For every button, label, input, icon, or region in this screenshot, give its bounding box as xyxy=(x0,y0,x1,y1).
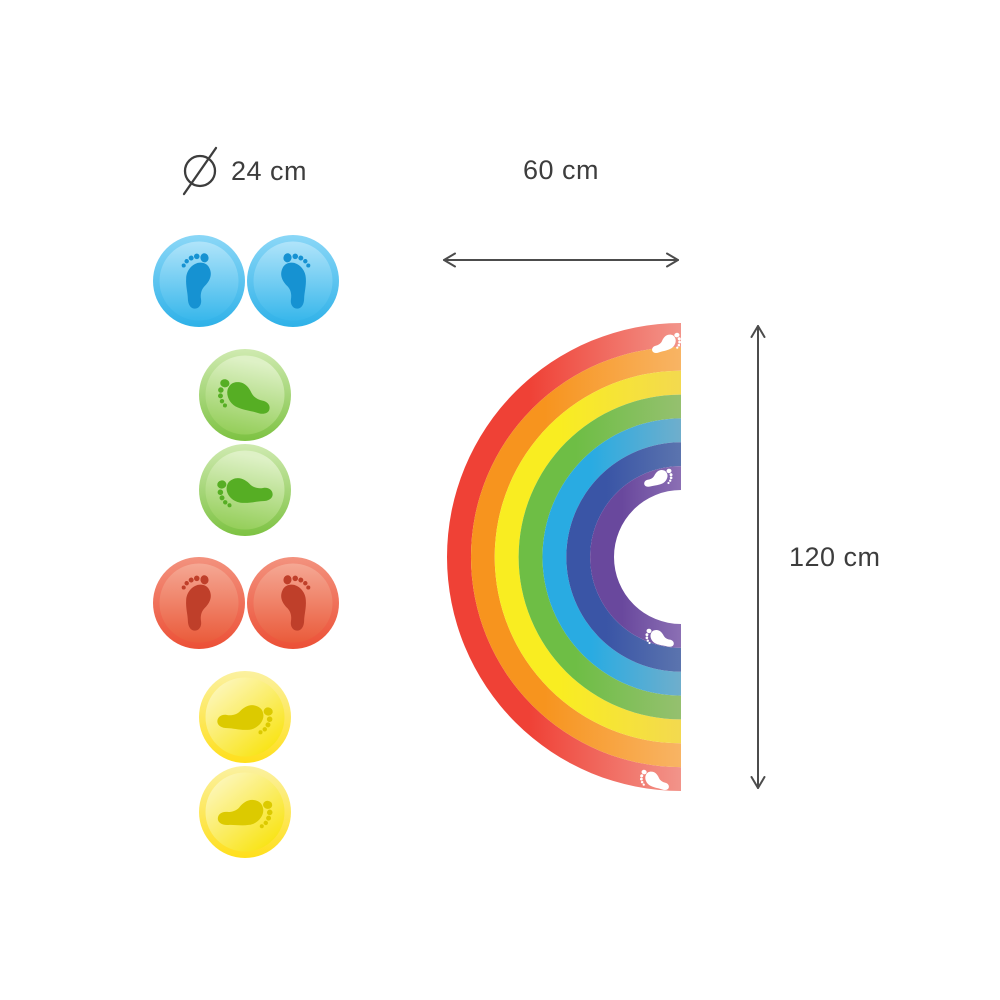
rainbow-band-orange xyxy=(470,346,681,768)
rainbow-band-yellow xyxy=(494,370,681,744)
arrowhead-right-icon xyxy=(666,252,679,268)
rainbow-band-light-blue xyxy=(542,418,681,696)
rainbow-band-green xyxy=(518,394,681,720)
rainbow-band-dark-blue xyxy=(566,442,681,672)
rainbow-band-purple xyxy=(590,466,681,648)
stone-blue-left xyxy=(153,235,245,327)
stone-green-2 xyxy=(199,444,291,536)
stone-yellow-1 xyxy=(199,671,291,763)
diameter-icon xyxy=(182,146,218,196)
stone-yellow-2 xyxy=(199,766,291,858)
width-label: 60 cm xyxy=(522,155,600,185)
rainbow-half-circle xyxy=(447,323,683,791)
stone-red-left xyxy=(153,557,245,649)
arrowhead-down-icon xyxy=(750,776,766,789)
diameter-label: 24 cm xyxy=(231,156,308,186)
stepping-stones xyxy=(153,235,339,858)
diameter-icon-slash xyxy=(182,146,218,196)
dimension-width-arrow xyxy=(443,252,679,268)
arrowhead-up-icon xyxy=(750,325,766,338)
stone-blue-right xyxy=(247,235,339,327)
diameter-icon-circle xyxy=(183,154,217,188)
arrowhead-left-icon xyxy=(443,252,456,268)
stone-red-right xyxy=(247,557,339,649)
rainbow-band-red xyxy=(447,323,681,791)
dimension-height-arrow xyxy=(750,325,766,789)
height-label: 120 cm xyxy=(789,542,881,572)
stone-green-1 xyxy=(199,349,291,441)
